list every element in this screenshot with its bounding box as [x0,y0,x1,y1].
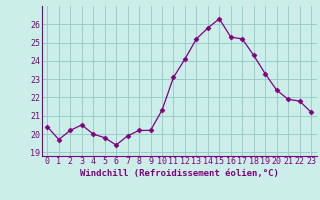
X-axis label: Windchill (Refroidissement éolien,°C): Windchill (Refroidissement éolien,°C) [80,169,279,178]
